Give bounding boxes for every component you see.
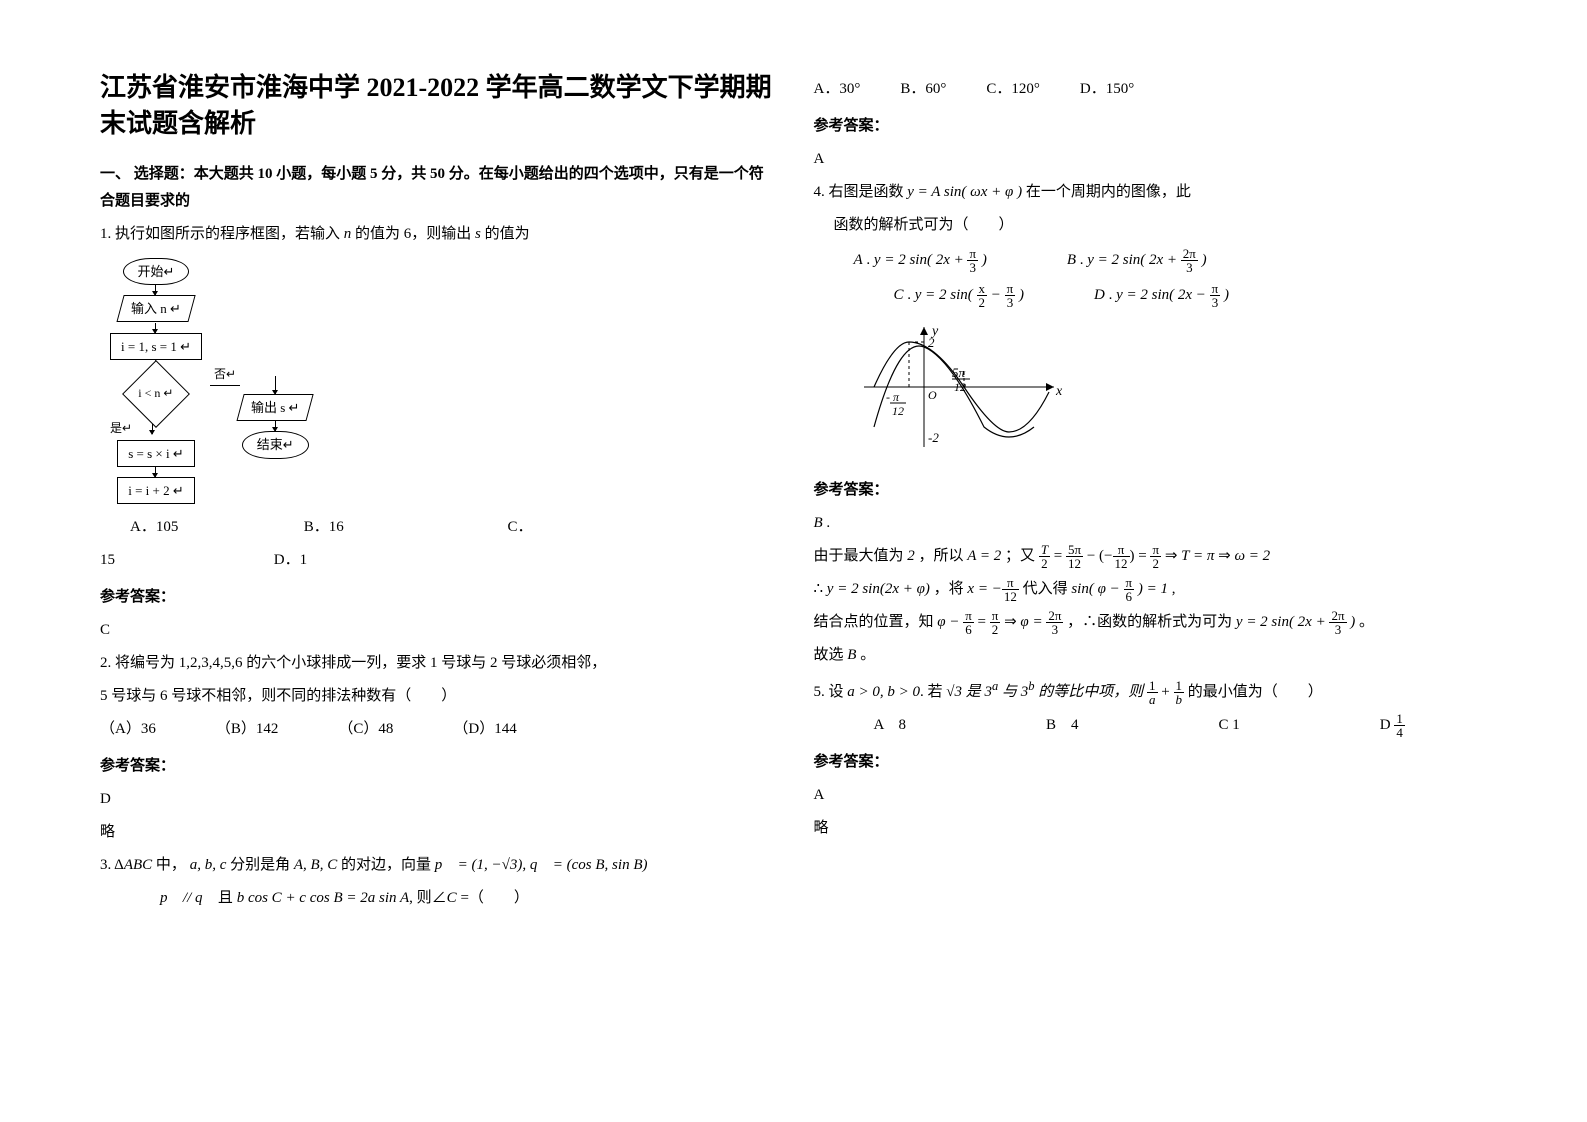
q1-opt-c-label: C． [508, 519, 533, 535]
fc-output-text: 输出 s ↵ [251, 396, 299, 419]
q5-opt-d: D 14 [1380, 712, 1405, 739]
doc-title: 江苏省淮安市淮海中学 2021-2022 学年高二数学文下学期期末试题含解析 [100, 70, 774, 143]
q1-opt-b: B．16 [304, 514, 504, 541]
q4-graph: y x O 2 -2 5π 12 - π 12 [814, 317, 1488, 467]
q4-opt-c: C . y = 2 sin( x2 − π3 ) [894, 282, 1025, 309]
q1-ans: C [100, 617, 774, 644]
fc-input-text: 输入 n ↵ [131, 297, 181, 320]
q5-opt-c: C 1 [1219, 712, 1240, 739]
q3-opt-c: C．120° [986, 76, 1040, 103]
q3-opt-d: D．150° [1080, 76, 1134, 103]
q2-options: （A）36 （B）142 （C）48 （D）144 [100, 716, 774, 743]
q1-flowchart: 开始↵ 输入 n ↵ i = 1, s = 1 ↵ i < n ↵ 是↵ s =… [110, 258, 774, 505]
q2-stem2: 5 号球与 6 号球不相邻，则不同的排法种数有（ ） [100, 683, 774, 710]
q2-opt-b: （B）142 [216, 716, 279, 743]
fc-end: 结束↵ [242, 431, 309, 458]
axis-x-label: x [1055, 384, 1063, 399]
fc-start: 开始↵ [123, 258, 190, 285]
graph-ymin: -2 [928, 430, 939, 445]
q1-options-2: 15 D．1 [100, 547, 774, 574]
q4-ans-label: 参考答案： [814, 477, 1488, 504]
q4-ans: B . [814, 510, 1488, 537]
q1-stem: 1. 执行如图所示的程序框图，若输入 n 的值为 6，则输出 s 的值为 [100, 221, 774, 248]
q1-opt-c: 15 [100, 547, 270, 574]
q5-options: A 8 B 4 C 1 D 14 [814, 712, 1488, 739]
q3-opt-a: A．30° [814, 76, 861, 103]
q4-options-row1: A . y = 2 sin( 2x + π3 ) B . y = 2 sin( … [814, 247, 1488, 274]
fc-cond-text: i < n ↵ [138, 383, 173, 405]
graph-xpos: 5π [952, 365, 966, 380]
graph-ymax: 2 [928, 335, 935, 350]
q1-opt-a: A．105 [100, 514, 300, 541]
q4-stem1: 4. 右图是函数 y = A sin( ωx + φ ) 在一个周期内的图像，此 [814, 179, 1488, 206]
fc-input: 输入 n ↵ [116, 295, 195, 322]
q5-ans-label: 参考答案： [814, 749, 1488, 776]
q4-stem2: 函数的解析式可为（ ） [814, 212, 1488, 239]
q4-opt-d: D . y = 2 sin( 2x − π3 ) [1094, 282, 1229, 309]
left-column: 江苏省淮安市淮海中学 2021-2022 学年高二数学文下学期期末试题含解析 一… [100, 70, 774, 918]
graph-xneg: - π [886, 390, 900, 404]
q3-stem: 3. ΔABC 中， a, b, c 分别是角 A, B, C 的对边，向量 p… [100, 852, 774, 879]
q2-ans: D [100, 786, 774, 813]
right-column: A．30° B．60° C．120° D．150° 参考答案： A 4. 右图是… [814, 70, 1488, 918]
q1-opt-d: D．1 [274, 552, 307, 568]
q1-ans-label: 参考答案： [100, 584, 774, 611]
q2-opt-c: （C）48 [338, 716, 393, 743]
fc-yes: 是↵ [110, 418, 132, 440]
svg-text:12: 12 [892, 404, 904, 418]
q1-options: A．105 B．16 C． [100, 514, 774, 541]
q4-opt-b: B . y = 2 sin( 2x + 2π3 ) [1067, 247, 1207, 274]
q2-stem1: 2. 将编号为 1,2,3,4,5,6 的六个小球排成一列，要求 1 号球与 2… [100, 650, 774, 677]
q4-explain3: 结合点的位置，知 φ − π6 = π2 ⇒ φ = 2π3 ，∴函数的解析式为… [814, 609, 1488, 636]
q3-opt-b: B．60° [900, 76, 946, 103]
q3-ans: A [814, 146, 1488, 173]
q3-options: A．30° B．60° C．120° D．150° [814, 76, 1488, 103]
q4-opt-a: A . y = 2 sin( 2x + π3 ) [854, 247, 987, 274]
fc-update2: i = i + 2 ↵ [117, 477, 195, 504]
q4-explain1: 由于最大值为 2 ，所以 A = 2 ；又 T2 = 5π12 − (−π12)… [814, 543, 1488, 570]
q5-opt-b: B 4 [1046, 712, 1079, 739]
q3-stem2: p⃗ // q⃗ 且 b cos C + c cos B = 2a sin A,… [100, 885, 774, 912]
q5-note: 略 [814, 815, 1488, 842]
origin-label: O [928, 388, 937, 402]
fc-init: i = 1, s = 1 ↵ [110, 333, 202, 360]
q4-explain4: 故选 B 。 [814, 642, 1488, 669]
section-1-head: 一、 选择题：本大题共 10 小题，每小题 5 分，共 50 分。在每小题给出的… [100, 161, 774, 215]
q2-ans-label: 参考答案： [100, 753, 774, 780]
q4-explain2: ∴ y = 2 sin(2x + φ) ，将 x = −π12 代入得 sin(… [814, 576, 1488, 603]
q5-opt-a: A 8 [874, 712, 907, 739]
fc-output: 输出 s ↵ [236, 394, 314, 421]
q4-options-row2: C . y = 2 sin( x2 − π3 ) D . y = 2 sin( … [814, 282, 1488, 309]
q2-note: 略 [100, 819, 774, 846]
exam-page: 江苏省淮安市淮海中学 2021-2022 学年高二数学文下学期期末试题含解析 一… [0, 0, 1587, 948]
q2-opt-d: （D）144 [453, 716, 516, 743]
svg-text:12: 12 [954, 380, 966, 394]
fc-no: 否↵ [214, 364, 236, 386]
fc-update1: s = s × i ↵ [117, 440, 195, 467]
q5-ans: A [814, 782, 1488, 809]
q5-stem: 5. 设 a > 0, b > 0. 若 √3 是 3a 与 3b 的等比中项，… [814, 675, 1488, 706]
q3-ans-label: 参考答案： [814, 113, 1488, 140]
q2-opt-a: （A）36 [100, 716, 156, 743]
